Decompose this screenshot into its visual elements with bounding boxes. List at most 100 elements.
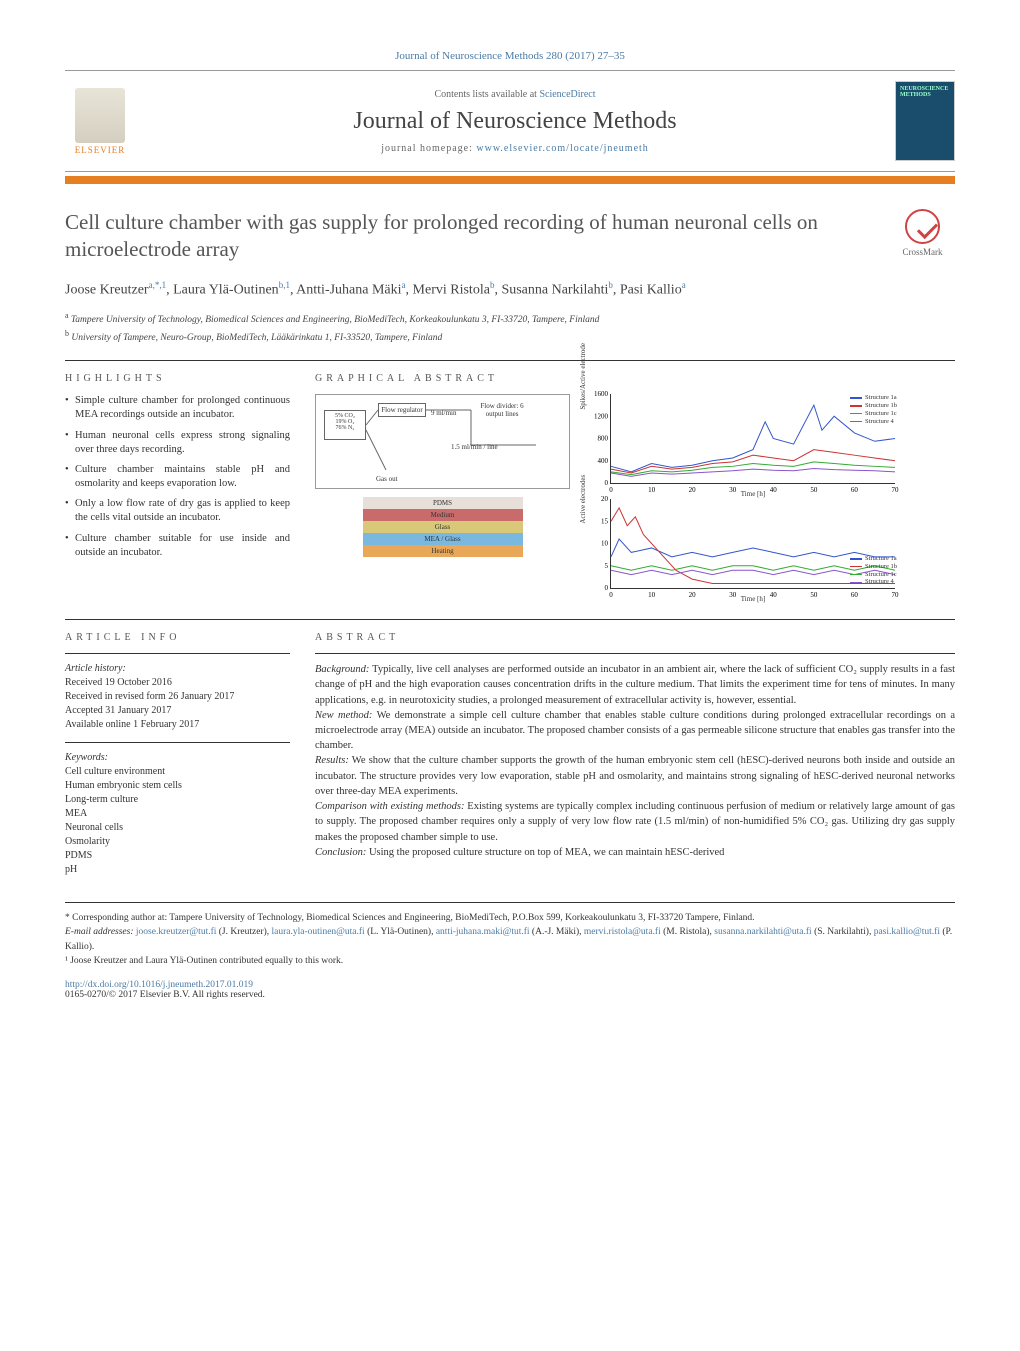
crossmark-badge[interactable]: CrossMark xyxy=(890,209,955,257)
homepage-link[interactable]: www.elsevier.com/locate/jneumeth xyxy=(476,143,648,154)
abstract-heading: ABSTRACT xyxy=(315,632,955,643)
elsevier-label: ELSEVIER xyxy=(75,145,126,155)
history-item: Received in revised form 26 January 2017 xyxy=(65,690,290,704)
crossmark-icon xyxy=(905,209,940,244)
ga-layer: MEA / Glass xyxy=(363,533,523,545)
crossmark-label: CrossMark xyxy=(903,247,943,257)
contents-text: Contents lists available at xyxy=(434,89,539,100)
svg-text:70: 70 xyxy=(892,486,900,494)
article-history-label: Article history: xyxy=(65,662,290,676)
flow-divider-label: Flow divider: 6 output lines xyxy=(471,400,533,420)
abstract-text: Background: Typically, live cell analyse… xyxy=(315,662,955,860)
svg-text:60: 60 xyxy=(851,486,859,494)
highlight-item: Only a low flow rate of dry gas is appli… xyxy=(65,497,290,525)
doi-link[interactable]: http://dx.doi.org/10.1016/j.jneumeth.201… xyxy=(65,980,253,990)
svg-text:40: 40 xyxy=(770,591,778,599)
legend-item: Structure 1b xyxy=(850,563,897,571)
svg-text:0: 0 xyxy=(605,479,609,487)
legend-item: Structure 1c xyxy=(850,410,897,418)
svg-text:0: 0 xyxy=(605,584,609,592)
email-link[interactable]: mervi.ristola@uta.fi xyxy=(584,927,661,937)
chart1-xlabel: Time [h] xyxy=(741,490,765,498)
keyword-item: Long-term culture xyxy=(65,793,290,807)
authors-list: Joose Kreutzera,*,1, Laura Ylä-Outinenb,… xyxy=(65,279,955,301)
flow-regulator-box: Flow regulator xyxy=(378,403,426,417)
chart1-ylabel: Spikes/Active electrode xyxy=(579,343,587,410)
homepage-line: journal homepage: www.elsevier.com/locat… xyxy=(135,143,895,154)
email-addresses: E-mail addresses: joose.kreutzer@tut.fi … xyxy=(65,925,955,954)
svg-text:15: 15 xyxy=(601,517,609,525)
info-divider xyxy=(65,653,290,654)
ga-flow-diagram: 5% CO₂19% O₂76% N₂ Flow regulator 9 ml/m… xyxy=(315,394,570,489)
svg-text:10: 10 xyxy=(601,540,609,548)
svg-text:0: 0 xyxy=(609,591,613,599)
legend-item: Structure 4 xyxy=(850,578,897,586)
chart-legend: Structure 1aStructure 1bStructure 1cStru… xyxy=(850,394,897,425)
svg-text:800: 800 xyxy=(598,435,609,443)
keyword-item: Cell culture environment xyxy=(65,765,290,779)
legend-item: Structure 4 xyxy=(850,418,897,426)
doi-copyright: http://dx.doi.org/10.1016/j.jneumeth.201… xyxy=(65,980,955,1000)
legend-item: Structure 1b xyxy=(850,402,897,410)
article-title: Cell culture chamber with gas supply for… xyxy=(65,209,890,264)
line-rate-label: 1.5 ml/min / line xyxy=(451,443,498,451)
orange-accent-bar xyxy=(65,176,955,184)
article-history-list: Received 19 October 2016Received in revi… xyxy=(65,676,290,732)
highlight-item: Simple culture chamber for prolonged con… xyxy=(65,394,290,422)
contents-available: Contents lists available at ScienceDirec… xyxy=(135,89,895,100)
ga-layer: Heating xyxy=(363,545,523,557)
section-divider xyxy=(65,619,955,620)
homepage-label: journal homepage: xyxy=(381,143,476,154)
ga-layer-stack: PDMSMediumGlassMEA / GlassHeating xyxy=(315,497,570,557)
ga-layer: Glass xyxy=(363,521,523,533)
affiliations: a Tampere University of Technology, Biom… xyxy=(65,310,955,345)
svg-text:60: 60 xyxy=(851,591,859,599)
legend-item: Structure 1c xyxy=(850,571,897,579)
footnotes: * Corresponding author at: Tampere Unive… xyxy=(65,911,955,968)
elsevier-tree-icon xyxy=(75,88,125,143)
chart-legend: Structure 1aStructure 1bStructure 1cStru… xyxy=(850,555,897,586)
keyword-item: pH xyxy=(65,863,290,877)
svg-text:50: 50 xyxy=(810,486,818,494)
ga-layer: PDMS xyxy=(363,497,523,509)
corresponding-author-note: * Corresponding author at: Tampere Unive… xyxy=(65,911,955,925)
keywords-label: Keywords: xyxy=(65,751,290,765)
svg-text:1200: 1200 xyxy=(594,412,609,420)
svg-text:70: 70 xyxy=(892,591,900,599)
keywords-list: Cell culture environmentHuman embryonic … xyxy=(65,765,290,877)
svg-text:30: 30 xyxy=(729,591,737,599)
chart2-ylabel: Active electrodes xyxy=(579,474,587,523)
graphical-abstract: 5% CO₂19% O₂76% N₂ Flow regulator 9 ml/m… xyxy=(315,394,955,604)
legend-item: Structure 1a xyxy=(850,555,897,563)
svg-text:10: 10 xyxy=(648,591,656,599)
history-item: Accepted 31 January 2017 xyxy=(65,704,290,718)
footer-divider xyxy=(65,902,955,903)
svg-text:5: 5 xyxy=(605,562,609,570)
ga-layer: Medium xyxy=(363,509,523,521)
contribution-note: ¹ Joose Kreutzer and Laura Ylä-Outinen c… xyxy=(65,954,955,968)
info-divider xyxy=(65,742,290,743)
chart2-xlabel: Time [h] xyxy=(741,595,765,603)
highlight-item: Culture chamber maintains stable pH and … xyxy=(65,463,290,491)
graphical-abstract-heading: GRAPHICAL ABSTRACT xyxy=(315,373,955,384)
keyword-item: Neuronal cells xyxy=(65,821,290,835)
email-link[interactable]: joose.kreutzer@tut.fi xyxy=(136,927,217,937)
sciencedirect-link[interactable]: ScienceDirect xyxy=(539,89,595,100)
svg-text:30: 30 xyxy=(729,486,737,494)
email-link[interactable]: pasi.kallio@tut.fi xyxy=(874,927,940,937)
article-info-block: Article history: Received 19 October 201… xyxy=(65,662,290,877)
article-info-heading: ARTICLE INFO xyxy=(65,632,290,643)
highlights-list: Simple culture chamber for prolonged con… xyxy=(65,394,290,560)
svg-text:50: 50 xyxy=(810,591,818,599)
gas-out-label: Gas out xyxy=(376,475,398,483)
email-link[interactable]: antti-juhana.maki@tut.fi xyxy=(436,927,530,937)
highlights-heading: HIGHLIGHTS xyxy=(65,373,290,384)
journal-name: Journal of Neuroscience Methods xyxy=(135,108,895,135)
electrodes-chart: Active electrodes Time [h] 0510152001020… xyxy=(610,499,895,589)
highlight-item: Culture chamber suitable for use inside … xyxy=(65,532,290,560)
flow-rate-label: 9 ml/min xyxy=(431,409,456,417)
journal-header: ELSEVIER Contents lists available at Sci… xyxy=(65,70,955,172)
svg-text:20: 20 xyxy=(689,486,697,494)
email-link[interactable]: susanna.narkilahti@uta.fi xyxy=(714,927,811,937)
email-link[interactable]: laura.yla-outinen@uta.fi xyxy=(272,927,365,937)
